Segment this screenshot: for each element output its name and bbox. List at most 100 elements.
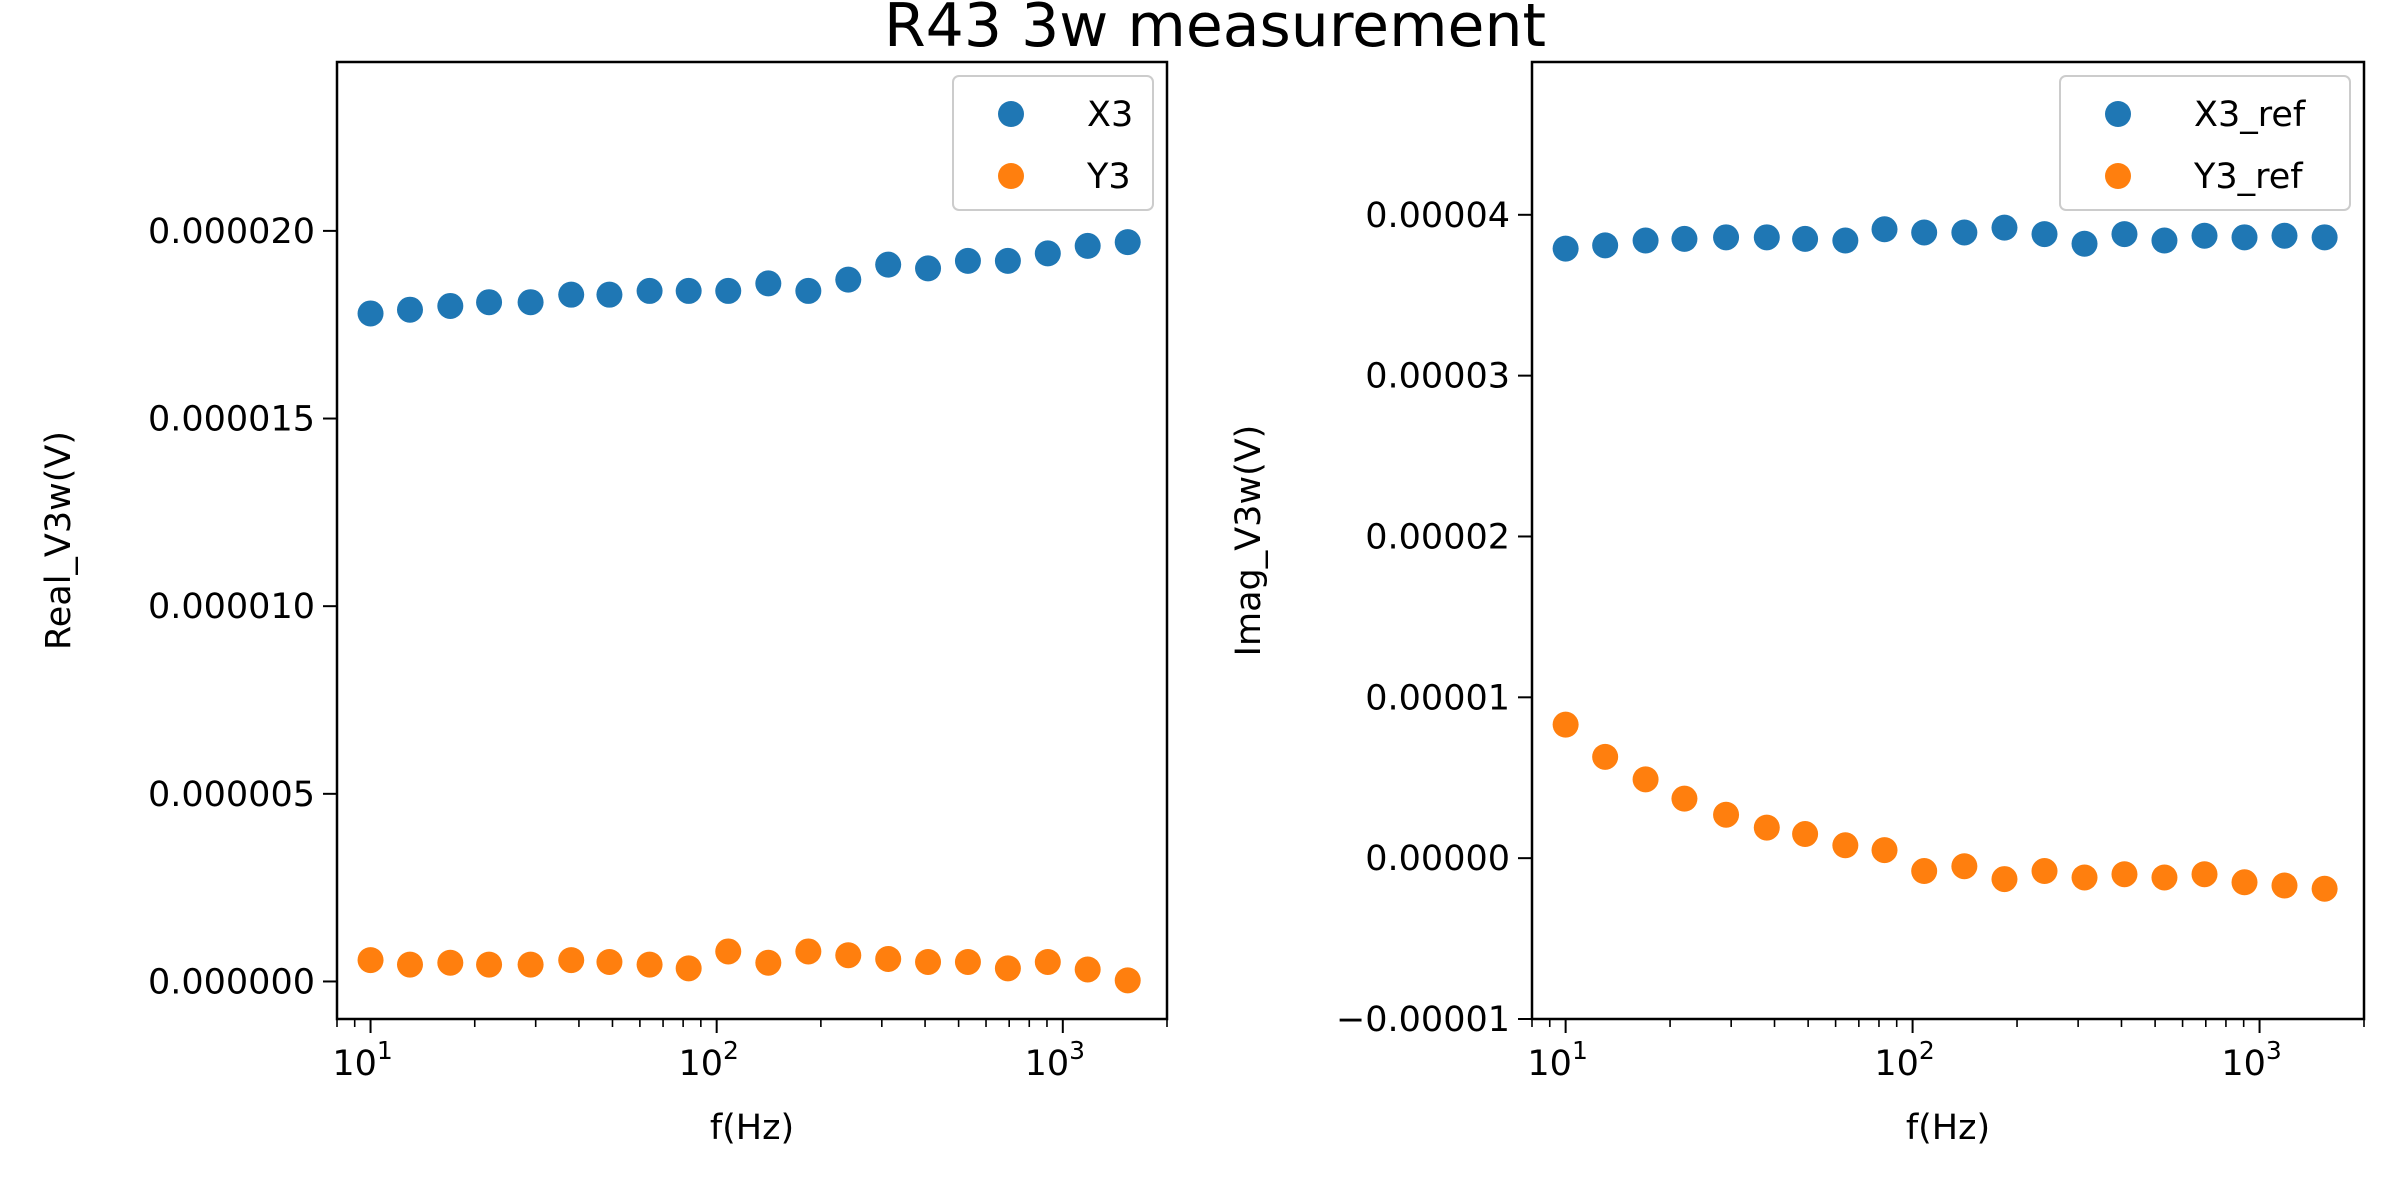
data-point <box>2191 861 2218 888</box>
data-point <box>2111 221 2138 248</box>
x-minor-ticks <box>1531 1019 2365 1027</box>
plot-frame <box>1530 60 2366 1021</box>
data-point <box>1034 240 1061 267</box>
data-point <box>396 296 423 323</box>
legend-marker <box>2105 101 2131 127</box>
data-point <box>357 300 384 327</box>
data-point <box>715 277 742 304</box>
y-tick-label: 0.00002 <box>1365 517 1510 557</box>
data-point <box>1951 853 1978 880</box>
x-tick-label: 102 <box>678 1036 738 1084</box>
series-x3 <box>357 229 1141 327</box>
y-tick-label: −0.00001 <box>1336 1000 1510 1040</box>
data-point <box>1034 948 1061 975</box>
x-tick-label: 103 <box>2221 1036 2281 1084</box>
x-axis-label: f(Hz) <box>710 1108 794 1148</box>
data-point <box>2271 222 2298 249</box>
data-point <box>636 951 663 978</box>
legend-box <box>2059 75 2351 211</box>
data-point <box>476 289 503 316</box>
data-point <box>954 948 981 975</box>
data-point <box>795 277 822 304</box>
data-point <box>1671 785 1698 812</box>
data-point <box>636 277 663 304</box>
legend: X3_ref Y3_ref <box>2059 75 2351 211</box>
data-point <box>994 955 1021 982</box>
data-point <box>2231 224 2258 251</box>
data-point <box>1871 216 1898 243</box>
legend-label: X3 <box>1087 95 1133 135</box>
y-tick-label: 0.00001 <box>1365 678 1510 718</box>
data-point <box>1911 858 1938 885</box>
data-point <box>1753 814 1780 841</box>
x-tick-label: 101 <box>1527 1036 1587 1084</box>
data-point <box>2151 864 2178 891</box>
data-point <box>437 292 464 319</box>
y-axis-label: Imag_V3w(V) <box>1229 425 1269 657</box>
data-point <box>1911 219 1938 246</box>
data-point <box>1592 743 1619 770</box>
y-tick-label: 0.000000 <box>148 962 315 1002</box>
y-tick-label: 0.00004 <box>1365 196 1510 236</box>
y-axis-label: Real_V3w(V) <box>39 431 79 650</box>
y-tick-label: 0.00000 <box>1365 839 1510 879</box>
x-tick-label: 102 <box>1874 1036 1934 1084</box>
data-point <box>2231 869 2258 896</box>
data-point <box>755 270 782 297</box>
data-point <box>715 938 742 965</box>
y-tick-label: 0.00003 <box>1365 357 1510 397</box>
data-point <box>1552 235 1579 262</box>
data-point <box>437 949 464 976</box>
data-point <box>2191 222 2218 249</box>
data-point <box>1792 821 1819 848</box>
legend-marker <box>2105 163 2131 189</box>
data-point <box>1991 866 2018 893</box>
y-tick-label: 0.000020 <box>148 212 315 252</box>
y-tick-label: 0.000005 <box>148 775 315 815</box>
data-point <box>596 281 623 308</box>
data-point <box>915 948 942 975</box>
data-point <box>875 945 902 972</box>
data-point <box>1632 766 1659 793</box>
plot-frame <box>335 60 1169 1021</box>
data-point <box>755 949 782 976</box>
x-axis-label: f(Hz) <box>1906 1108 1990 1148</box>
data-point <box>558 947 585 974</box>
data-point <box>558 281 585 308</box>
data-point <box>1671 225 1698 252</box>
data-point <box>1074 956 1101 983</box>
legend: X3 Y3 <box>952 75 1154 211</box>
data-point <box>835 942 862 969</box>
data-point <box>2031 221 2058 248</box>
x-tick-label: 103 <box>1025 1036 1085 1084</box>
data-point <box>1114 229 1141 256</box>
data-point <box>1991 214 2018 241</box>
data-point <box>476 951 503 978</box>
data-point <box>2071 864 2098 891</box>
data-point <box>2111 861 2138 888</box>
data-point <box>1832 832 1859 859</box>
data-point <box>875 251 902 278</box>
data-point <box>1592 232 1619 259</box>
data-point <box>954 247 981 274</box>
data-point <box>596 948 623 975</box>
x-minor-ticks <box>336 1019 1168 1027</box>
data-point <box>357 947 384 974</box>
data-point <box>1792 225 1819 252</box>
data-point <box>915 255 942 282</box>
x-tick-label: 101 <box>332 1036 392 1084</box>
chart-right: 101 102 103 −0.00001 0.00000 0.00001 0.00002 0.… <box>1229 60 2366 1148</box>
data-point <box>2071 230 2098 257</box>
series-y3-ref <box>1552 711 2338 902</box>
legend-label: Y3 <box>1086 157 1131 197</box>
figure-title: R43 3w measurement <box>884 0 1546 61</box>
chart-left: 101 102 103 0.000000 0.000005 0.000010 0.00001… <box>39 60 1169 1148</box>
legend-label: X3_ref <box>2194 95 2306 135</box>
data-point <box>2271 872 2298 899</box>
data-point <box>2151 227 2178 254</box>
data-point <box>1552 711 1579 738</box>
data-point <box>2311 875 2338 902</box>
data-point <box>1074 232 1101 259</box>
series-y3 <box>357 938 1141 994</box>
